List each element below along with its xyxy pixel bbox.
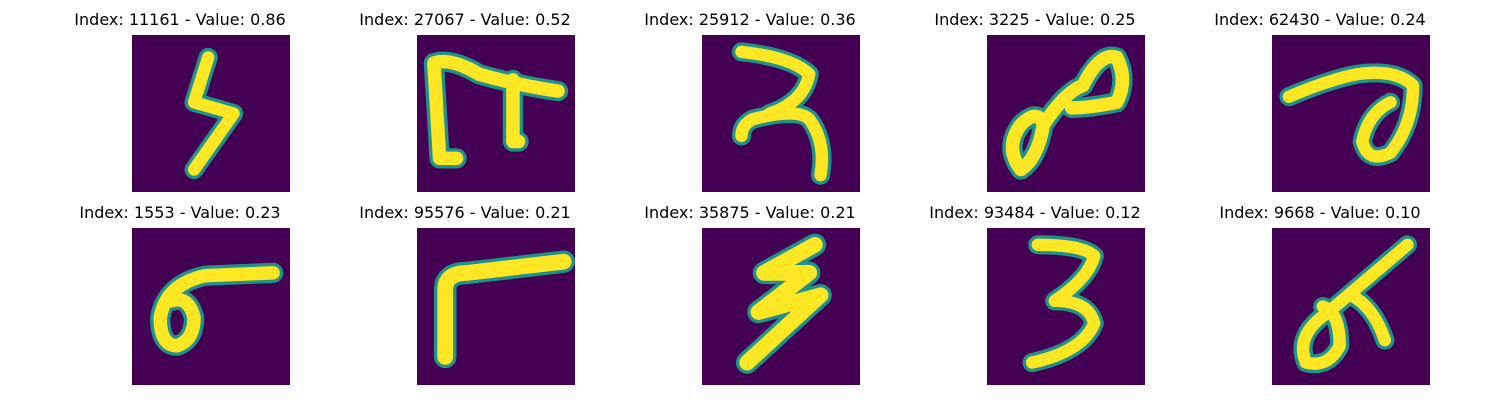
panel: Index: 35875 - Value: 0.21 — [600, 193, 900, 385]
panel: Index: 9668 - Value: 0.10 — [1170, 193, 1470, 385]
digit-image — [702, 228, 860, 385]
panel-title: Index: 11161 - Value: 0.86 — [74, 10, 286, 29]
digit-image — [132, 35, 290, 192]
digit-image — [987, 228, 1145, 385]
digit-image — [1272, 35, 1430, 192]
panel-title: Index: 62430 - Value: 0.24 — [1214, 10, 1426, 29]
panel: Index: 3225 - Value: 0.25 — [885, 0, 1185, 192]
panel-title: Index: 25912 - Value: 0.36 — [644, 10, 856, 29]
panel: Index: 11161 - Value: 0.86 — [30, 0, 330, 192]
panel-title: Index: 93484 - Value: 0.12 — [929, 203, 1141, 222]
panel: Index: 93484 - Value: 0.12 — [885, 193, 1185, 385]
panel-title: Index: 27067 - Value: 0.52 — [359, 10, 571, 29]
panel-title: Index: 35875 - Value: 0.21 — [644, 203, 856, 222]
panel: Index: 25912 - Value: 0.36 — [600, 0, 900, 192]
panel: Index: 95576 - Value: 0.21 — [315, 193, 615, 385]
panel-title: Index: 95576 - Value: 0.21 — [359, 203, 571, 222]
digit-image — [702, 35, 860, 192]
digit-image — [987, 35, 1145, 192]
digit-image — [417, 35, 575, 192]
digit-image — [417, 228, 575, 385]
panel-title: Index: 3225 - Value: 0.25 — [934, 10, 1136, 29]
panel: Index: 27067 - Value: 0.52 — [315, 0, 615, 192]
panel-title: Index: 9668 - Value: 0.10 — [1219, 203, 1421, 222]
digit-image — [1272, 228, 1430, 385]
digit-image — [132, 228, 290, 385]
panel-title: Index: 1553 - Value: 0.23 — [79, 203, 281, 222]
panel: Index: 1553 - Value: 0.23 — [30, 193, 330, 385]
panel: Index: 62430 - Value: 0.24 — [1170, 0, 1470, 192]
